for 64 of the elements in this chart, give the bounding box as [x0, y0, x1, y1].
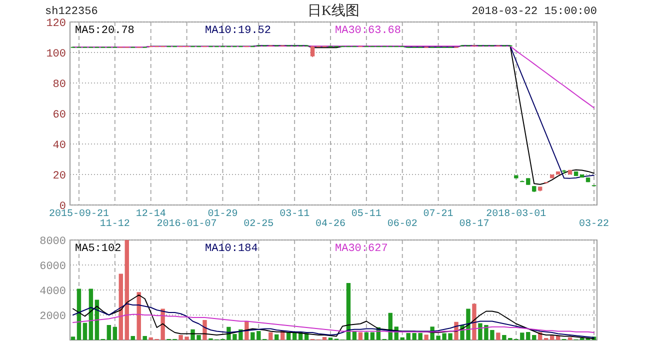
- y-tick-label: 6000: [40, 261, 66, 273]
- bar: [520, 332, 524, 340]
- bar: [550, 336, 554, 340]
- text: MA30:627: [335, 243, 388, 255]
- x-tick-label: 2018-03-01: [486, 209, 546, 220]
- bar: [496, 332, 500, 340]
- line-series: [72, 46, 595, 108]
- bar: [472, 304, 476, 340]
- text: MA5:102: [75, 243, 122, 255]
- y-tick-label: 120: [46, 18, 66, 30]
- x-tick-label: 12-14: [136, 209, 166, 220]
- x-tick-label: 05-11: [351, 209, 382, 220]
- x-tick-label: 06-02: [387, 219, 418, 230]
- bar: [568, 337, 572, 340]
- bar: [370, 332, 375, 340]
- series-label: MA5:20.78: [75, 25, 134, 37]
- bar: [118, 274, 123, 340]
- bar: [424, 334, 428, 340]
- line-series: [72, 314, 595, 333]
- candlestick: [310, 45, 315, 58]
- bar: [532, 335, 536, 340]
- bar: [526, 332, 530, 340]
- bar: [70, 336, 76, 340]
- bar: [124, 240, 129, 340]
- text: sh122356: [45, 6, 98, 18]
- x-tick-label: 2016-01-07: [156, 219, 217, 230]
- x-tick-label: 11-12: [100, 219, 130, 230]
- line-series: [72, 303, 595, 338]
- x-tick-label: 04-26: [316, 219, 346, 230]
- x-tick-label: 01-29: [208, 209, 238, 220]
- y-tick-label: 8000: [40, 236, 66, 248]
- series-label: MA10:19.52: [205, 25, 272, 37]
- y-tick-label: 80: [52, 79, 66, 91]
- bar: [106, 325, 112, 340]
- x-tick-label: 08-17: [459, 219, 490, 230]
- bar: [130, 336, 135, 340]
- y-tick-label: 4000: [40, 286, 66, 298]
- bar: [364, 332, 369, 340]
- y-tick-label: 20: [52, 170, 66, 182]
- bar: [256, 331, 261, 340]
- text: MA10:184: [205, 243, 258, 255]
- bar: [274, 334, 279, 340]
- chart-title: 日K线图: [307, 3, 360, 19]
- line-series: [72, 294, 595, 340]
- bar: [400, 337, 404, 340]
- bar: [406, 333, 410, 340]
- x-tick-label: 02-25: [244, 219, 274, 230]
- bar: [250, 332, 255, 340]
- bar: [142, 336, 147, 340]
- y-tick-label: 2000: [40, 311, 66, 323]
- x-tick-label: 07-21: [423, 209, 454, 220]
- series-label: MA30:63.68: [335, 25, 402, 37]
- bar: [268, 332, 273, 340]
- bar: [82, 322, 88, 340]
- bar: [346, 283, 351, 340]
- bar: [358, 332, 363, 340]
- bar: [322, 337, 327, 340]
- y-tick-label: 100: [46, 48, 66, 60]
- bar: [112, 326, 118, 340]
- text: 2018-03-22 15:00:00: [472, 6, 597, 18]
- y-tick-label: 40: [52, 140, 66, 152]
- y-tick-label: 60: [52, 110, 66, 122]
- x-tick-label: 03-22: [579, 219, 610, 230]
- x-tick-label: 03-11: [280, 209, 310, 220]
